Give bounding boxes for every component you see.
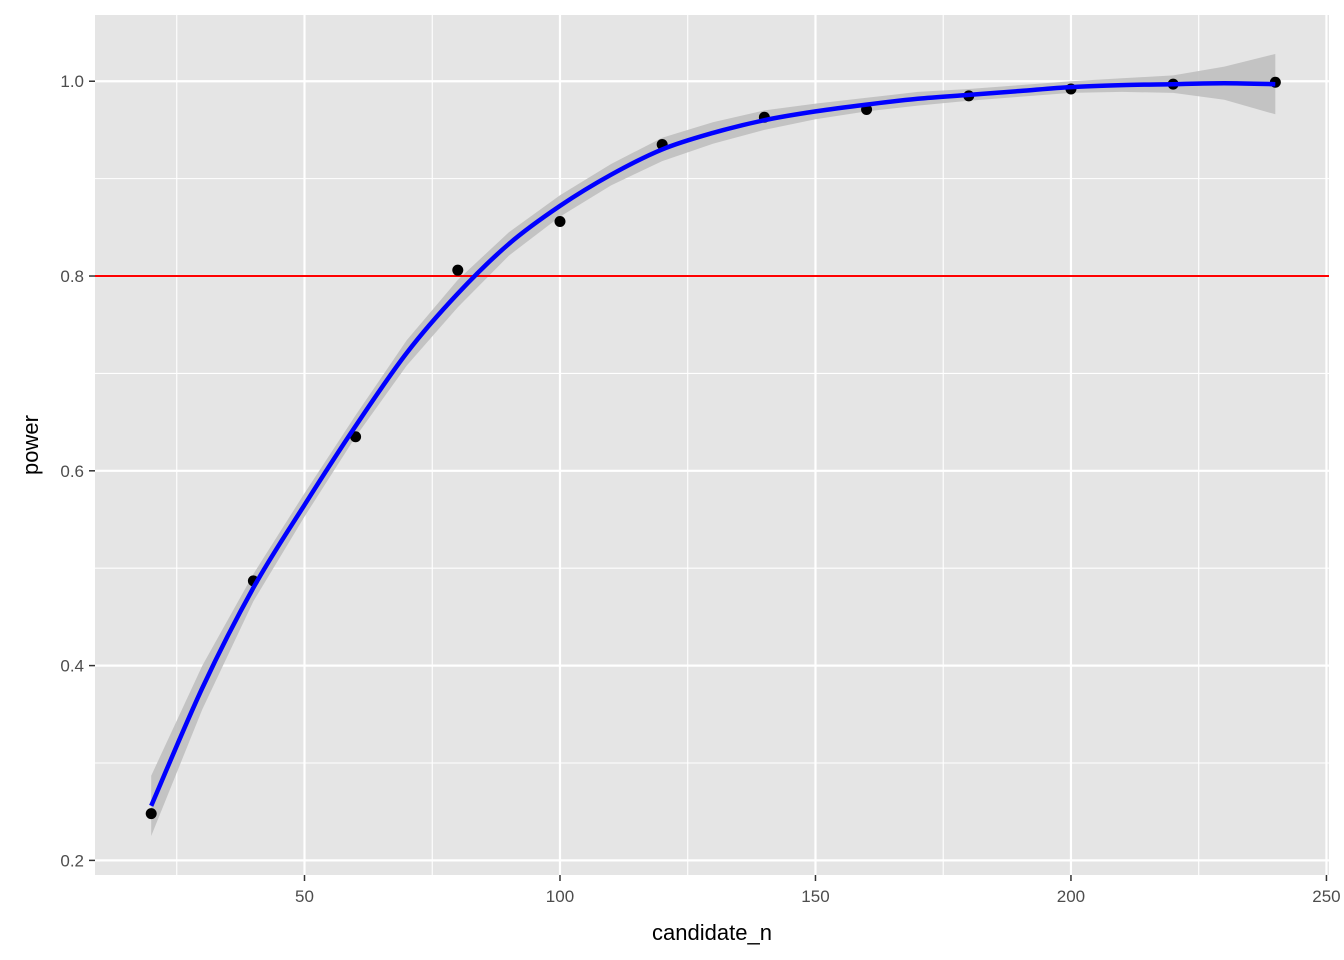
y-axis: 0.2 0.4 0.6 0.8 1.0: [60, 72, 95, 870]
y-tick-label: 0.8: [60, 267, 84, 286]
y-tick-label: 0.4: [60, 657, 84, 676]
x-tick-label: 50: [295, 887, 314, 906]
x-tick-label: 150: [801, 887, 829, 906]
y-axis-title: power: [18, 415, 43, 475]
y-tick-label: 1.0: [60, 72, 84, 91]
x-axis: 50 100 150 200 250: [295, 875, 1341, 906]
x-tick-label: 100: [546, 887, 574, 906]
x-tick-label: 250: [1312, 887, 1340, 906]
x-tick-label: 200: [1057, 887, 1085, 906]
data-point: [554, 215, 566, 227]
y-tick-label: 0.2: [60, 851, 84, 870]
minor-gridlines: [95, 15, 1329, 875]
smooth-line: [149, 80, 1276, 807]
y-tick-label: 0.6: [60, 462, 84, 481]
x-axis-title: candidate_n: [652, 920, 772, 945]
data-point: [145, 808, 157, 820]
data-point: [452, 264, 464, 276]
plot-panel: [95, 15, 1329, 875]
